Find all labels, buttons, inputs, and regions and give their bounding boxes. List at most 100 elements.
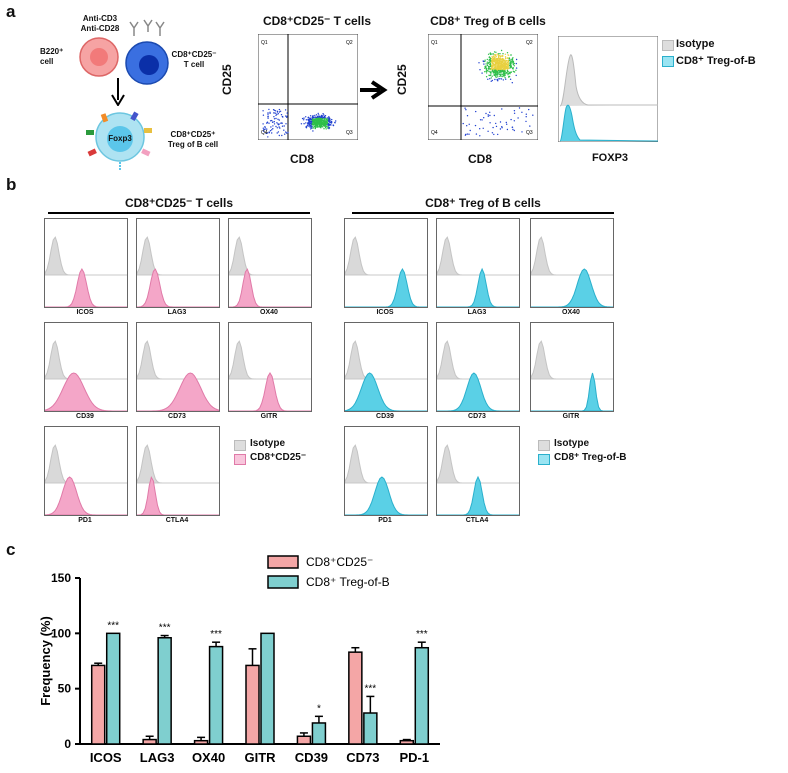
histogram-label: ICOS xyxy=(76,309,94,316)
y-tick-label: 100 xyxy=(51,626,71,640)
bar-treg-gitr xyxy=(260,632,275,745)
bar-treg-cd39 xyxy=(311,722,327,745)
bar-treg-icos xyxy=(105,632,121,745)
legend-label: CD8⁺CD25⁻ xyxy=(306,555,373,569)
bar-cd25neg-gitr xyxy=(245,664,260,745)
flow-plot2-ylabel: CD25 xyxy=(395,64,409,95)
histogram-treg-pd1 xyxy=(344,426,428,516)
flow-plot2: Q1 Q2 Q4 Q3 xyxy=(428,34,538,140)
histogram-cd25neg-ox40 xyxy=(228,218,312,308)
histogram-label: CD73 xyxy=(468,413,486,420)
bar-cd25neg-cd73 xyxy=(348,651,363,745)
histogram-cd25neg-cd73 xyxy=(136,322,220,412)
flow-plot2-q3: Q3 xyxy=(526,130,533,136)
panel-b-left-title: CD8⁺CD25⁻ T cells xyxy=(124,196,234,210)
y-tick-label: 0 xyxy=(64,737,71,751)
panel-letter-c: c xyxy=(6,540,16,559)
flow-plot1-title: CD8⁺CD25⁻ T cells xyxy=(262,14,372,28)
significance-marker: *** xyxy=(107,620,119,631)
flow-plot2-title: CD8⁺ Treg of B cells xyxy=(430,14,546,28)
y-axis-label: Frequency (%) xyxy=(38,616,53,706)
histogram-label: CTLA4 xyxy=(165,517,189,524)
histogram-label: CD39 xyxy=(76,413,94,420)
treg-cell-label: CD8⁺CD25⁺ Treg of B cell xyxy=(167,130,219,149)
category-label: CD73 xyxy=(346,750,379,765)
t-cell-icon xyxy=(125,41,169,85)
flow-plot2-q4: Q4 xyxy=(431,130,438,136)
legend-a-isotype: Isotype xyxy=(676,38,715,50)
histogram-cd25neg-pd1 xyxy=(44,426,128,516)
legend-swatch xyxy=(267,575,299,589)
histogram-label: PD1 xyxy=(78,517,92,524)
legend-b-left-isotype-swatch xyxy=(234,440,246,451)
histogram-treg-ox40 xyxy=(530,218,614,308)
legend-b-right-isotype-swatch xyxy=(538,440,550,451)
frequency-bar-chart: 0 50 100 150 Frequency (%) *** ICOS *** LAG3 *** O… xyxy=(38,555,440,765)
bar-cd25neg-ox40 xyxy=(193,739,209,745)
histogram-treg-ctla4 xyxy=(436,426,520,516)
histogram-cd25neg-lag3 xyxy=(136,218,220,308)
histogram-cd25neg-icos xyxy=(44,218,128,308)
bar-cd25neg-cd39 xyxy=(296,735,312,745)
histogram-label: PD1 xyxy=(378,517,392,524)
flow-plot2-xlabel: CD8 xyxy=(467,152,492,166)
legend-b-right-isotype: Isotype xyxy=(554,438,590,449)
b-cell-label: B220⁺ cell xyxy=(40,47,64,66)
down-arrow-icon xyxy=(111,78,125,106)
flow-plot2-q2: Q2 xyxy=(526,40,533,46)
flow-plot1-q3: Q3 xyxy=(346,130,353,136)
histogram-label: CD39 xyxy=(376,413,394,420)
histogram-treg-cd73 xyxy=(436,322,520,412)
histogram-label: GITR xyxy=(260,413,278,420)
histogram-label: ICOS xyxy=(376,309,394,316)
legend-a-treg-swatch xyxy=(662,56,674,67)
flow-plot1-ylabel: CD25 xyxy=(220,64,234,95)
schematic: Anti-CD3 Anti-CD28 B220⁺ cell CD8⁺CD25⁻ … xyxy=(40,12,240,172)
bar-treg-cd73 xyxy=(363,712,378,745)
flow-plot1: Q1 Q2 Q4 Q3 xyxy=(258,34,358,140)
histogram-label: OX40 xyxy=(562,309,580,316)
bar-treg-lag3 xyxy=(157,637,172,745)
category-label: PD-1 xyxy=(399,750,429,765)
category-label: OX40 xyxy=(192,750,225,765)
histogram-label: CD73 xyxy=(168,413,186,420)
panel-b-right-title: CD8⁺ Treg of B cells xyxy=(425,196,541,210)
bar-treg-ox40 xyxy=(208,645,224,745)
histogram-label: GITR xyxy=(562,413,580,420)
antibody-icons xyxy=(129,19,165,36)
category-label: LAG3 xyxy=(140,750,175,765)
histogram-cd25neg-gitr xyxy=(228,322,312,412)
bar-cd25neg-icos xyxy=(90,664,106,745)
histogram-label: CTLA4 xyxy=(465,517,489,524)
foxp3-xlabel: FOXP3 xyxy=(591,152,629,164)
flow-plot1-q4: Q4 xyxy=(261,130,268,136)
significance-marker: *** xyxy=(210,629,222,640)
legend-b-right-cells-swatch xyxy=(538,454,550,465)
flow-plot1-q2: Q2 xyxy=(346,40,353,46)
antibody-label: Anti-CD3 Anti-CD28 xyxy=(80,14,120,33)
legend-b-left-isotype: Isotype xyxy=(250,438,286,449)
histogram-treg-icos xyxy=(344,218,428,308)
flow-plot1-q1: Q1 xyxy=(261,40,268,46)
y-tick-label: 150 xyxy=(51,571,71,585)
category-label: ICOS xyxy=(90,750,122,765)
panel-b-left-rule xyxy=(48,212,310,214)
treg-cell-icon xyxy=(86,111,152,170)
histogram-label: OX40 xyxy=(260,309,278,316)
panel-b-right-rule xyxy=(352,212,614,214)
category-label: GITR xyxy=(244,750,276,765)
y-tick-label: 50 xyxy=(58,682,72,696)
t-cell-label: CD8⁺CD25⁻ T cell xyxy=(171,50,217,69)
histogram-treg-lag3 xyxy=(436,218,520,308)
category-label: CD39 xyxy=(295,750,328,765)
legend-b-left-cells-swatch xyxy=(234,454,246,465)
legend-swatch xyxy=(267,555,299,569)
histogram-treg-cd39 xyxy=(344,322,428,412)
histogram-treg-gitr xyxy=(530,322,614,412)
bar-cd25neg-pd-1 xyxy=(399,739,415,745)
legend-a-treg: CD8⁺ Treg-of-B xyxy=(676,55,756,67)
foxp3-histogram xyxy=(558,36,658,142)
bar-treg-pd-1 xyxy=(414,646,430,745)
histogram-label: LAG3 xyxy=(167,309,187,316)
flow-plot1-dots xyxy=(262,108,337,138)
